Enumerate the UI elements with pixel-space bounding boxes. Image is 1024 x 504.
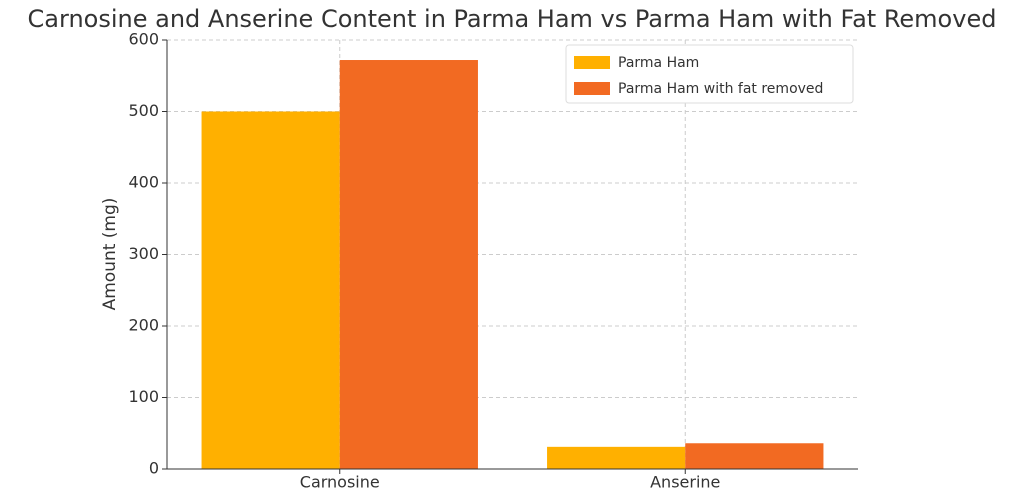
y-axis-label: Amount (mg) — [100, 198, 120, 311]
legend-swatch — [574, 56, 610, 69]
legend-box — [565, 44, 854, 104]
bar — [339, 60, 478, 470]
legend-label: Parma Ham — [618, 55, 699, 71]
legend-label: Parma Ham with fat removed — [618, 81, 823, 97]
x-tick-label: Carnosine — [300, 473, 380, 492]
bar — [201, 111, 340, 469]
legend-swatch — [574, 82, 610, 95]
y-tick-label: 0 — [149, 459, 159, 478]
y-tick-label: 100 — [128, 387, 159, 406]
y-tick-label: 300 — [128, 244, 159, 263]
y-tick-label: 400 — [128, 173, 159, 192]
x-tick-label: Anserine — [650, 473, 720, 492]
y-tick-label: 200 — [128, 316, 159, 335]
bar — [685, 443, 824, 469]
y-tick-label: 600 — [128, 30, 159, 49]
y-tick-label: 500 — [128, 101, 159, 120]
bar — [547, 446, 686, 469]
chart-title: Carnosine and Anserine Content in Parma … — [28, 5, 997, 33]
